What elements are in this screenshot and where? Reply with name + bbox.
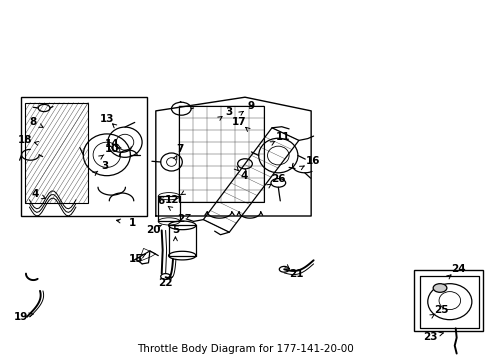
- Text: 20: 20: [146, 225, 160, 235]
- Text: 1: 1: [129, 218, 136, 228]
- Text: 11: 11: [276, 132, 291, 142]
- Text: 3: 3: [102, 161, 109, 171]
- Text: 26: 26: [271, 174, 286, 184]
- Text: 21: 21: [289, 269, 304, 279]
- Bar: [25, 103, 88, 203]
- Text: 19: 19: [13, 312, 28, 322]
- Text: 25: 25: [434, 305, 448, 315]
- Bar: [21, 97, 147, 216]
- Text: 3: 3: [226, 107, 233, 117]
- Text: 8: 8: [30, 117, 37, 127]
- Text: 23: 23: [423, 332, 438, 342]
- Text: 15: 15: [129, 254, 144, 264]
- Text: 24: 24: [451, 264, 465, 274]
- Text: 18: 18: [18, 135, 33, 145]
- Text: 2: 2: [177, 214, 184, 224]
- Text: 13: 13: [99, 114, 114, 124]
- Text: 4: 4: [31, 189, 39, 199]
- Bar: [414, 270, 483, 331]
- Text: 10: 10: [104, 144, 119, 154]
- Text: 7: 7: [176, 144, 184, 154]
- Text: 6: 6: [157, 196, 164, 206]
- Text: 9: 9: [247, 101, 254, 111]
- Text: 4: 4: [240, 171, 248, 181]
- Text: 12: 12: [165, 195, 180, 205]
- Text: 22: 22: [158, 278, 173, 288]
- Text: 14: 14: [104, 139, 119, 149]
- Bar: [179, 106, 264, 202]
- Text: 16: 16: [305, 156, 320, 166]
- Text: 5: 5: [172, 225, 179, 235]
- Text: 17: 17: [232, 117, 246, 127]
- Text: Throttle Body Diagram for 177-141-20-00: Throttle Body Diagram for 177-141-20-00: [137, 344, 353, 354]
- Ellipse shape: [433, 284, 447, 292]
